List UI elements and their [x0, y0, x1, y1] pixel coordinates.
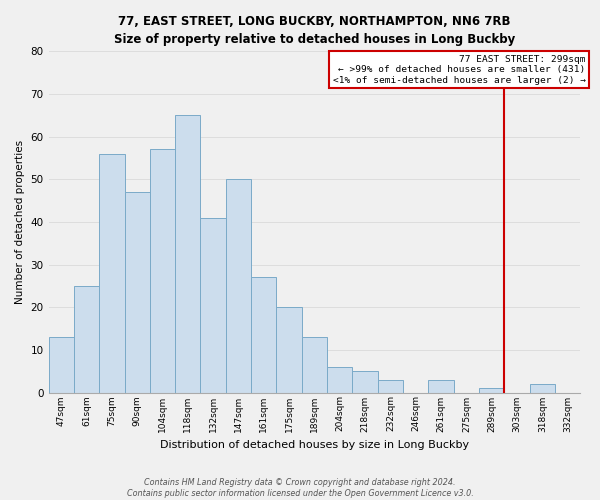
Bar: [277, 307, 302, 392]
Bar: [428, 380, 454, 392]
Bar: [99, 154, 125, 392]
Bar: [251, 278, 277, 392]
Bar: [378, 380, 403, 392]
Y-axis label: Number of detached properties: Number of detached properties: [15, 140, 25, 304]
Bar: [74, 286, 99, 393]
Text: Contains HM Land Registry data © Crown copyright and database right 2024.
Contai: Contains HM Land Registry data © Crown c…: [127, 478, 473, 498]
Bar: [327, 367, 352, 392]
X-axis label: Distribution of detached houses by size in Long Buckby: Distribution of detached houses by size …: [160, 440, 469, 450]
Bar: [530, 384, 555, 392]
Bar: [175, 116, 200, 392]
Bar: [479, 388, 505, 392]
Title: 77, EAST STREET, LONG BUCKBY, NORTHAMPTON, NN6 7RB
Size of property relative to : 77, EAST STREET, LONG BUCKBY, NORTHAMPTO…: [114, 15, 515, 46]
Bar: [150, 150, 175, 392]
Bar: [125, 192, 150, 392]
Bar: [302, 337, 327, 392]
Bar: [352, 371, 378, 392]
Bar: [226, 180, 251, 392]
Bar: [200, 218, 226, 392]
Text: 77 EAST STREET: 299sqm
← >99% of detached houses are smaller (431)
<1% of semi-d: 77 EAST STREET: 299sqm ← >99% of detache…: [332, 54, 586, 84]
Bar: [49, 337, 74, 392]
